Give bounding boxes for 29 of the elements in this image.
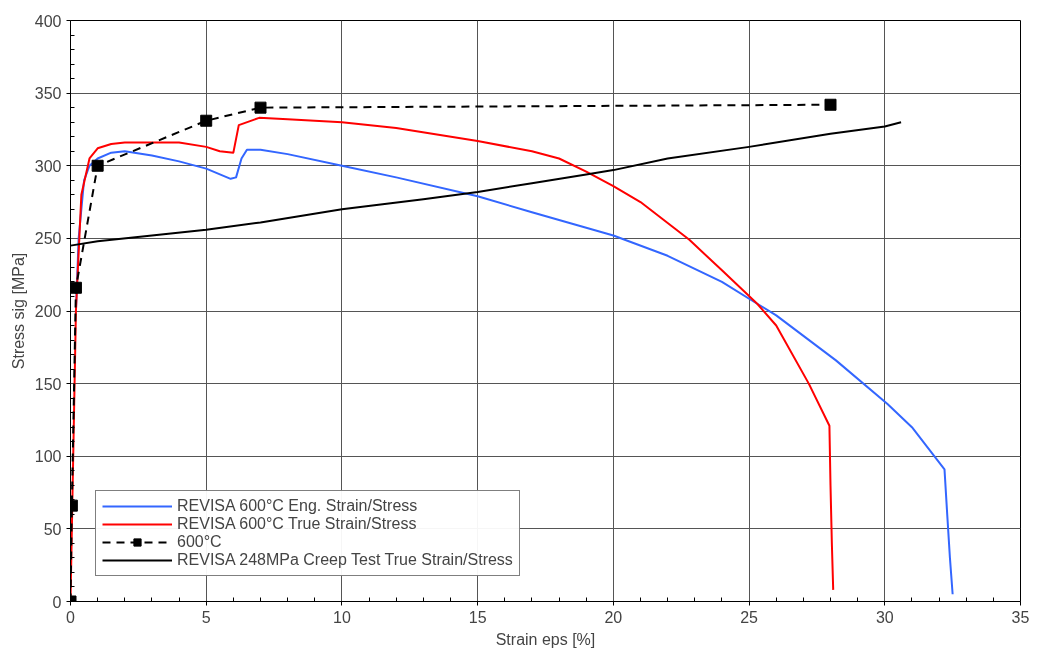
y-axis-title: Stress sig [MPa] — [9, 252, 27, 370]
x-axis-title: Strain eps [%] — [495, 630, 596, 648]
x-tick-label: 35 — [1011, 608, 1030, 626]
point — [70, 281, 82, 294]
y-tick-label: 100 — [34, 448, 62, 466]
y-tick-label: 150 — [34, 375, 62, 393]
y-tick-label: 200 — [34, 303, 62, 320]
x-tick-label: 0 — [66, 608, 76, 626]
y-tick-label: 350 — [34, 85, 62, 103]
x-tick-label: 10 — [333, 608, 351, 626]
x-tick-label: 25 — [740, 608, 759, 626]
x-tick-label: 30 — [875, 608, 894, 626]
legend-label: REVISA 600°C True Strain/Stress — [177, 515, 417, 533]
legend-label: REVISA 248MPa Creep Test True Strain/Stress — [177, 551, 513, 569]
point — [824, 98, 837, 111]
y-tick-label: 300 — [34, 157, 62, 175]
y-tick-label: 250 — [34, 230, 62, 248]
x-tick-label: 5 — [201, 608, 211, 626]
point — [254, 101, 267, 114]
y-tick-label: 50 — [43, 520, 62, 538]
legend-label: 600°C — [177, 533, 222, 551]
x-tick-label: 20 — [604, 608, 623, 626]
line-series — [74, 148, 954, 596]
y-tick-label: 0 — [52, 593, 62, 611]
point — [200, 114, 213, 127]
y-tick-label: 400 — [34, 12, 62, 30]
legend-label: REVISA 600°C Eng. Strain/Stress — [177, 497, 418, 515]
point — [91, 159, 104, 172]
x-tick-label: 15 — [468, 608, 487, 626]
